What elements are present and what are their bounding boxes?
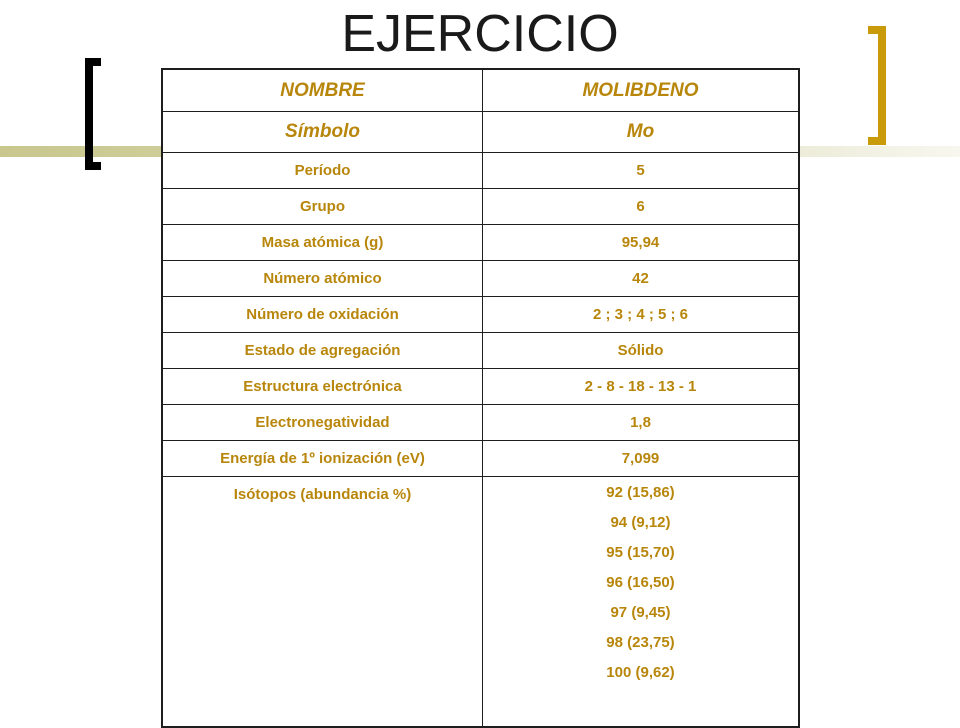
isotopes-label: Isótopos (abundancia %) bbox=[233, 486, 412, 503]
left-bracket-decoration bbox=[85, 58, 101, 170]
symbol-label: Símbolo bbox=[161, 111, 483, 153]
symbol-value: Mo bbox=[482, 111, 800, 153]
row-value: Sólido bbox=[482, 332, 800, 369]
isotopes-row: Isótopos (abundancia %) 92 (15,86) 94 (9… bbox=[161, 476, 800, 728]
table-row: Estructura electrónica 2 - 8 - 18 - 13 -… bbox=[161, 368, 800, 405]
row-value: 95,94 bbox=[482, 224, 800, 261]
element-data-table: NOMBRE MOLIBDENO Símbolo Mo Período 5 Gr… bbox=[161, 68, 800, 728]
row-value: 5 bbox=[482, 152, 800, 189]
isotope-item: 95 (15,70) bbox=[606, 544, 675, 561]
isotopes-values-cell: 92 (15,86) 94 (9,12) 95 (15,70) 96 (16,5… bbox=[482, 476, 800, 728]
table-header-row: NOMBRE MOLIBDENO bbox=[161, 68, 800, 112]
row-label: Grupo bbox=[161, 188, 483, 225]
isotope-item: 92 (15,86) bbox=[606, 484, 675, 501]
row-label: Energía de 1º ionización (eV) bbox=[161, 440, 483, 477]
table-row: Masa atómica (g) 95,94 bbox=[161, 224, 800, 261]
isotope-item: 100 (9,62) bbox=[606, 664, 675, 681]
table-row: Número atómico 42 bbox=[161, 260, 800, 297]
table-row: Electronegatividad 1,8 bbox=[161, 404, 800, 441]
isotope-item: 94 (9,12) bbox=[610, 514, 671, 531]
table-row: Número de oxidación 2 ; 3 ; 4 ; 5 ; 6 bbox=[161, 296, 800, 333]
row-label: Electronegatividad bbox=[161, 404, 483, 441]
row-value: 1,8 bbox=[482, 404, 800, 441]
symbol-row: Símbolo Mo bbox=[161, 111, 800, 153]
header-label: NOMBRE bbox=[161, 68, 483, 112]
row-label: Número atómico bbox=[161, 260, 483, 297]
row-value: 7,099 bbox=[482, 440, 800, 477]
isotopes-list: 92 (15,86) 94 (9,12) 95 (15,70) 96 (16,5… bbox=[483, 477, 798, 695]
table-row: Período 5 bbox=[161, 152, 800, 189]
right-bracket-decoration bbox=[868, 26, 886, 145]
row-value: 42 bbox=[482, 260, 800, 297]
row-value: 2 - 8 - 18 - 13 - 1 bbox=[482, 368, 800, 405]
table-row: Estado de agregación Sólido bbox=[161, 332, 800, 369]
table-row: Energía de 1º ionización (eV) 7,099 bbox=[161, 440, 800, 477]
row-label: Número de oxidación bbox=[161, 296, 483, 333]
isotope-item: 96 (16,50) bbox=[606, 574, 675, 591]
row-label: Período bbox=[161, 152, 483, 189]
row-value: 6 bbox=[482, 188, 800, 225]
header-value: MOLIBDENO bbox=[482, 68, 800, 112]
row-label: Estructura electrónica bbox=[161, 368, 483, 405]
isotope-item: 97 (9,45) bbox=[610, 604, 671, 621]
row-label: Masa atómica (g) bbox=[161, 224, 483, 261]
slide-title: EJERCICIO bbox=[341, 5, 619, 63]
isotope-item: 98 (23,75) bbox=[606, 634, 675, 651]
table-row: Grupo 6 bbox=[161, 188, 800, 225]
row-label: Estado de agregación bbox=[161, 332, 483, 369]
isotopes-label-cell: Isótopos (abundancia %) bbox=[161, 476, 483, 728]
row-value: 2 ; 3 ; 4 ; 5 ; 6 bbox=[482, 296, 800, 333]
